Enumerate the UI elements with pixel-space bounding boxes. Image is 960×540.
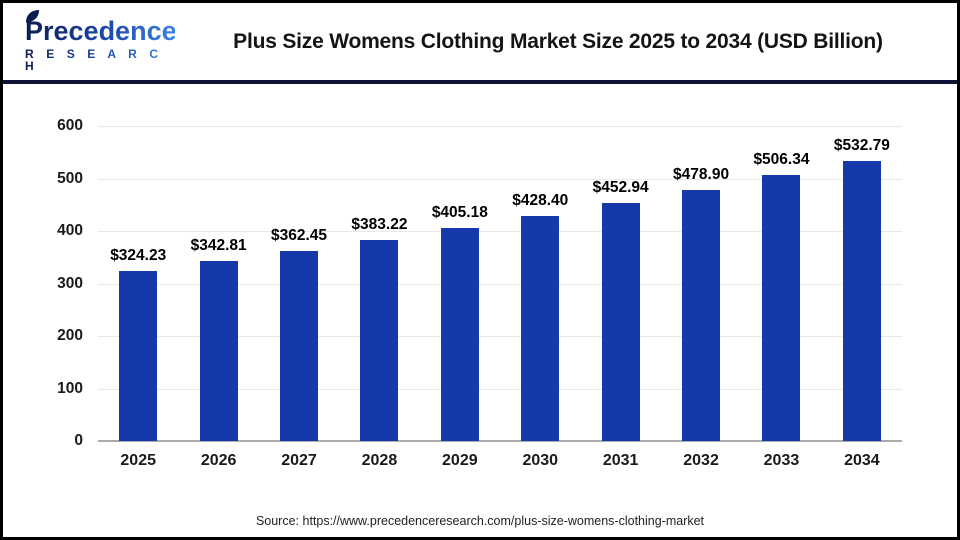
bar-value-label: $532.79 bbox=[833, 137, 890, 155]
y-axis: 600 500 400 300 200 100 0 bbox=[3, 117, 98, 449]
precedence-research-logo: Precedence R E S E A R C H bbox=[25, 9, 177, 72]
bar-2025 bbox=[119, 270, 158, 441]
bar-column: $362.45 bbox=[259, 126, 339, 441]
plot-area: $324.23 $342.81 $362.45 $383.22 $405.18 $428.… bbox=[98, 126, 902, 442]
y-tick-label: 400 bbox=[57, 222, 83, 239]
y-tick-label: 200 bbox=[57, 327, 83, 344]
leaf-icon bbox=[26, 9, 39, 23]
bars-container: $324.23 $342.81 $362.45 $383.22 $405.18 $428.… bbox=[98, 126, 902, 441]
x-tick-label: 2025 bbox=[120, 452, 156, 469]
x-tick-label: 2034 bbox=[844, 452, 880, 469]
gridline bbox=[98, 388, 902, 390]
bar-value-label: $428.40 bbox=[512, 192, 569, 210]
bar-2028 bbox=[360, 239, 399, 441]
x-tick-label: 2032 bbox=[683, 452, 719, 469]
bar-column: $532.79 bbox=[822, 126, 902, 441]
y-tick-label: 0 bbox=[74, 432, 83, 449]
bar-column: $405.18 bbox=[420, 126, 500, 441]
x-axis-baseline bbox=[98, 440, 902, 442]
x-tick-label: 2029 bbox=[442, 452, 478, 469]
bar-column: $428.40 bbox=[500, 126, 580, 441]
logo-wordmark: Precedence bbox=[25, 15, 177, 46]
bar-value-label: $362.45 bbox=[271, 226, 328, 244]
x-tick-label: 2030 bbox=[522, 452, 559, 469]
bar-value-label: $506.34 bbox=[753, 151, 810, 169]
y-tick-label: 500 bbox=[57, 169, 83, 187]
gridline bbox=[98, 283, 902, 285]
y-tick-label: 600 bbox=[57, 117, 83, 134]
logo-subtitle: R E S E A R C H bbox=[25, 48, 175, 72]
bar-column: $383.22 bbox=[339, 126, 419, 441]
bar-value-label: $452.94 bbox=[592, 179, 649, 197]
bar-2032 bbox=[682, 189, 721, 441]
y-tick-label: 100 bbox=[57, 379, 83, 397]
bar-column: $324.23 bbox=[98, 126, 178, 441]
bar-column: $342.81 bbox=[178, 126, 258, 441]
header: Precedence R E S E A R C H Plus Size Wom… bbox=[3, 3, 957, 80]
source-attribution: Source: https://www.precedenceresearch.c… bbox=[255, 514, 705, 528]
x-tick-label: 2033 bbox=[763, 452, 800, 469]
gridline bbox=[98, 178, 902, 180]
bar-column: $506.34 bbox=[741, 126, 821, 441]
gridline bbox=[98, 126, 902, 127]
chart-title: Plus Size Womens Clothing Market Size 20… bbox=[233, 29, 883, 53]
bar-2033 bbox=[762, 175, 801, 441]
bar-column: $452.94 bbox=[580, 126, 660, 441]
bar-value-label: $478.90 bbox=[673, 165, 730, 183]
bar-value-label: $342.81 bbox=[190, 237, 247, 255]
x-axis: 2025 2026 2027 2028 2029 2030 2031 2032 2033 2034 bbox=[98, 452, 902, 470]
y-tick-label: 300 bbox=[57, 274, 83, 292]
gridline bbox=[98, 336, 902, 337]
x-tick-label: 2027 bbox=[281, 452, 317, 469]
bar-2034 bbox=[842, 161, 881, 441]
bar-2030 bbox=[521, 216, 560, 441]
gridline bbox=[98, 231, 902, 232]
bar-2026 bbox=[199, 261, 238, 441]
header-divider bbox=[3, 80, 957, 84]
bar-value-label: $324.23 bbox=[110, 246, 167, 264]
bar-value-label: $405.18 bbox=[431, 204, 488, 222]
x-tick-label: 2031 bbox=[602, 452, 639, 469]
bar-2031 bbox=[601, 203, 640, 441]
bar-2027 bbox=[280, 250, 319, 441]
bar-column: $478.90 bbox=[661, 126, 741, 441]
x-tick-label: 2028 bbox=[361, 452, 398, 469]
bar-2029 bbox=[440, 228, 479, 441]
x-tick-label: 2026 bbox=[200, 452, 237, 469]
bar-value-label: $383.22 bbox=[351, 215, 408, 233]
chart: 600 500 400 300 200 100 0 $324.23 $342.81 $362.4… bbox=[3, 84, 957, 470]
